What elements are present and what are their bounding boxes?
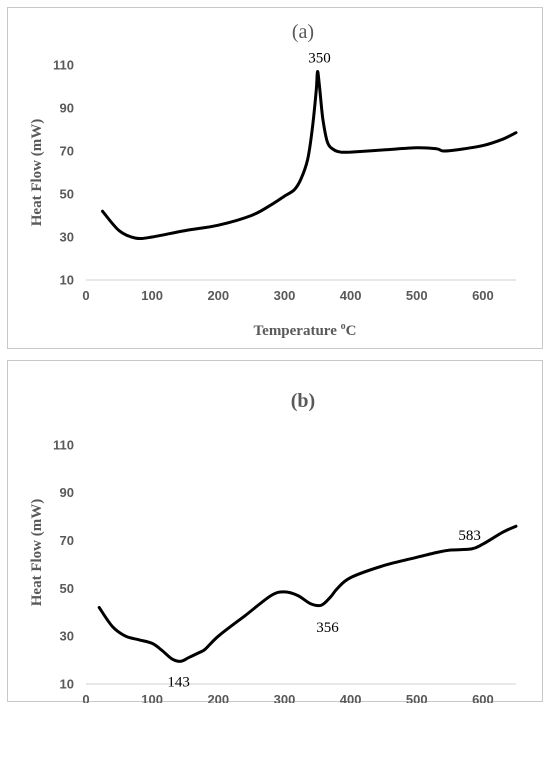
chart-a-svg: (a) 10 30 50 70 90 110 0 100 200 300 400 500 600 Heat … (29, 21, 518, 339)
x-tick-label: 200 (207, 692, 229, 703)
x-tick-label: 100 (141, 692, 163, 703)
y-tick-label: 110 (53, 58, 74, 73)
x-tick-label: 0 (82, 692, 89, 703)
data-label: 350 (308, 50, 331, 66)
y-tick-label: 10 (60, 273, 74, 288)
y-tick-label: 50 (60, 187, 74, 202)
y-tick-label: 30 (60, 230, 74, 245)
chart-panel-b: (b) 10 30 50 70 90 110 0 100 200 300 400 500 600 Heat … (7, 360, 543, 703)
y-tick-label: 50 (60, 581, 74, 596)
data-label: 356 (316, 620, 339, 636)
y-tick-label: 30 (60, 629, 74, 644)
x-tick-label: 500 (406, 288, 428, 303)
data-label: 583 (458, 528, 481, 544)
x-tick-label: 300 (274, 288, 296, 303)
x-tick-label: 300 (274, 692, 296, 703)
x-axis-title: Temperature oC (254, 321, 357, 339)
chart-title: (b) (291, 390, 315, 412)
y-tick-label: 90 (60, 485, 74, 500)
y-tick-label: 70 (60, 144, 74, 159)
series-line (97, 524, 518, 663)
chart-panel-a: (a) 10 30 50 70 90 110 0 100 200 300 400 500 600 Heat … (7, 7, 543, 349)
y-tick-label: 110 (53, 437, 74, 452)
x-tick-label: 200 (207, 288, 229, 303)
x-tick-label: 600 (472, 288, 494, 303)
x-tick-label: 100 (141, 288, 163, 303)
chart-title: (a) (292, 21, 314, 43)
data-label: 143 (167, 674, 190, 690)
x-tick-label: 600 (472, 692, 494, 703)
y-axis-title: Heat Flow (mW) (29, 119, 45, 226)
x-axis-title-text: Temperature (254, 323, 341, 339)
y-tick-label: 90 (60, 101, 74, 116)
x-tick-label: 0 (82, 288, 89, 303)
x-axis-title-unit: C (346, 323, 357, 339)
y-tick-label: 70 (60, 533, 74, 548)
series-line (101, 69, 518, 241)
x-axis-title-superscript: o (341, 321, 346, 332)
x-tick-label: 500 (406, 692, 428, 703)
chart-b-svg: (b) 10 30 50 70 90 110 0 100 200 300 400 500 600 Heat … (29, 390, 518, 703)
x-tick-label: 400 (340, 692, 362, 703)
y-axis-title: Heat Flow (mW) (29, 499, 45, 606)
y-tick-label: 10 (60, 677, 74, 692)
x-tick-label: 400 (340, 288, 362, 303)
